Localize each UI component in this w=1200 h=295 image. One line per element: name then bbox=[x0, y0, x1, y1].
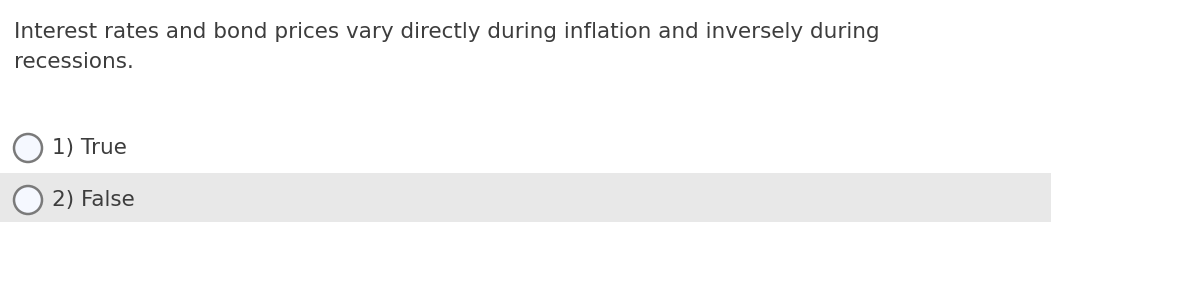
Text: Interest rates and bond prices vary directly during inflation and inversely duri: Interest rates and bond prices vary dire… bbox=[14, 22, 880, 42]
Circle shape bbox=[14, 134, 42, 162]
Text: recessions.: recessions. bbox=[14, 52, 134, 72]
Text: 1) True: 1) True bbox=[52, 138, 127, 158]
Bar bbox=[0, 173, 1051, 222]
Circle shape bbox=[14, 186, 42, 214]
Text: 2) False: 2) False bbox=[52, 190, 134, 210]
